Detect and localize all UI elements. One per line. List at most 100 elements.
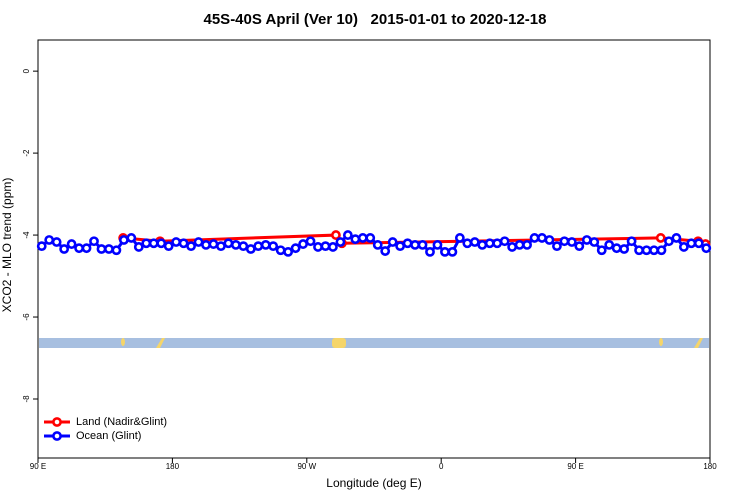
- data-point: [544, 235, 555, 245]
- x-tick-label: 180: [166, 462, 180, 471]
- data-point: [81, 243, 92, 254]
- data-point: [402, 238, 413, 249]
- data-point: [342, 230, 353, 240]
- land-mask-strip: [39, 338, 709, 348]
- data-point: [331, 230, 341, 240]
- data-point: [36, 241, 47, 252]
- data-point: [552, 241, 562, 252]
- data-point: [559, 236, 570, 247]
- data-point: [447, 246, 458, 257]
- data-point: [664, 236, 674, 247]
- x-tick-label: 180: [703, 462, 717, 471]
- data-point: [387, 237, 398, 247]
- data-point: [634, 245, 644, 256]
- data-point: [89, 236, 99, 247]
- data-point: [111, 245, 122, 256]
- data-point: [126, 233, 137, 243]
- data-point: [186, 241, 196, 252]
- data-point: [44, 235, 55, 245]
- data-point: [283, 246, 294, 257]
- data-point: [492, 238, 503, 249]
- data-point: [59, 244, 70, 254]
- data-point: [104, 244, 114, 254]
- x-axis-label: Longitude (deg E): [326, 476, 421, 490]
- chart-title: 45S-40S April (Ver 10) 2015-01-01 to 202…: [204, 11, 547, 28]
- data-point: [238, 241, 249, 252]
- data-point: [537, 233, 547, 243]
- data-point: [440, 246, 450, 257]
- data-point: [223, 238, 234, 249]
- data-point: [522, 240, 532, 250]
- data-point: [671, 233, 682, 243]
- data-point: [163, 241, 174, 252]
- data-point: [51, 237, 62, 247]
- data-point: [425, 246, 435, 257]
- x-tick-label: 90 W: [297, 462, 316, 471]
- y-axis-label: XCO2 - MLO trend (ppm): [0, 178, 14, 313]
- data-point: [484, 238, 495, 249]
- data-point: [66, 239, 77, 249]
- data-point: [469, 237, 480, 247]
- x-tick-label: 90 E: [30, 462, 46, 471]
- data-point: [290, 243, 301, 254]
- data-point: [507, 242, 518, 252]
- data-point: [604, 240, 615, 250]
- data-point: [178, 238, 189, 249]
- data-point: [454, 233, 465, 243]
- y-tick-label: -2: [22, 149, 31, 157]
- data-point: [641, 245, 652, 256]
- data-point: [574, 241, 585, 252]
- data-point: [357, 233, 368, 243]
- data-point: [499, 236, 510, 247]
- data-point: [656, 245, 667, 256]
- data-point: [514, 240, 525, 250]
- data-point: [171, 237, 182, 247]
- data-point: [686, 238, 697, 249]
- y-tick-label: 0: [22, 68, 31, 73]
- data-point: [141, 238, 152, 249]
- data-point: [380, 246, 391, 256]
- data-point: [335, 237, 346, 247]
- y-tick-label: -6: [22, 313, 31, 321]
- data-point: [275, 245, 286, 256]
- y-tick-label: -4: [22, 231, 31, 239]
- data-point: [410, 240, 420, 250]
- data-point: [395, 241, 406, 252]
- data-point: [581, 235, 592, 245]
- legend-marker: [52, 417, 62, 427]
- data-point: [133, 242, 144, 252]
- x-tick-label: 90 E: [567, 462, 583, 471]
- data-point: [566, 237, 577, 247]
- data-point: [96, 244, 107, 254]
- legend: Land (Nadir&Glint) Ocean (Glint): [44, 416, 167, 442]
- data-point: [313, 242, 323, 252]
- legend-marker: [52, 431, 62, 441]
- data-point: [118, 235, 129, 245]
- data-point: [372, 240, 383, 250]
- legend-label: Ocean (Glint): [76, 430, 141, 442]
- data-point: [477, 240, 488, 250]
- data-point: [298, 239, 308, 249]
- data-point: [619, 244, 630, 254]
- data-point: [320, 241, 331, 252]
- data-point: [208, 239, 219, 249]
- data-point: [529, 233, 540, 243]
- data-point: [305, 236, 316, 247]
- data-point: [626, 236, 637, 247]
- data-point: [417, 240, 428, 250]
- data-point: [193, 237, 204, 247]
- data-point: [260, 240, 271, 250]
- data-point: [365, 233, 376, 243]
- data-point: [678, 242, 689, 252]
- data-point: [148, 238, 159, 249]
- data-point: [611, 243, 622, 254]
- data-point: [201, 240, 211, 250]
- data-point: [268, 241, 279, 252]
- data-point: [432, 240, 443, 250]
- data-point: [245, 244, 256, 254]
- y-tick-label: -8: [22, 395, 31, 403]
- data-point: [701, 243, 712, 254]
- data-point: [230, 240, 241, 250]
- data-point: [596, 245, 607, 256]
